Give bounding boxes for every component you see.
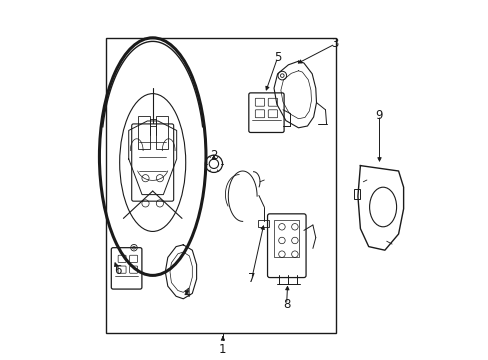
Bar bbox=[354, 189, 359, 199]
Bar bbox=[273, 220, 299, 257]
Bar bbox=[106, 38, 336, 333]
Bar bbox=[156, 116, 167, 149]
Text: 5: 5 bbox=[273, 51, 281, 64]
Text: 4: 4 bbox=[183, 287, 190, 300]
Text: 9: 9 bbox=[375, 109, 383, 122]
Bar bbox=[138, 116, 149, 149]
Text: 8: 8 bbox=[283, 298, 290, 311]
Text: 3: 3 bbox=[331, 37, 338, 50]
Text: 7: 7 bbox=[247, 273, 255, 285]
Text: 2: 2 bbox=[210, 149, 217, 162]
Text: 1: 1 bbox=[219, 343, 226, 356]
Bar bbox=[258, 220, 268, 227]
Text: 6: 6 bbox=[114, 264, 122, 277]
